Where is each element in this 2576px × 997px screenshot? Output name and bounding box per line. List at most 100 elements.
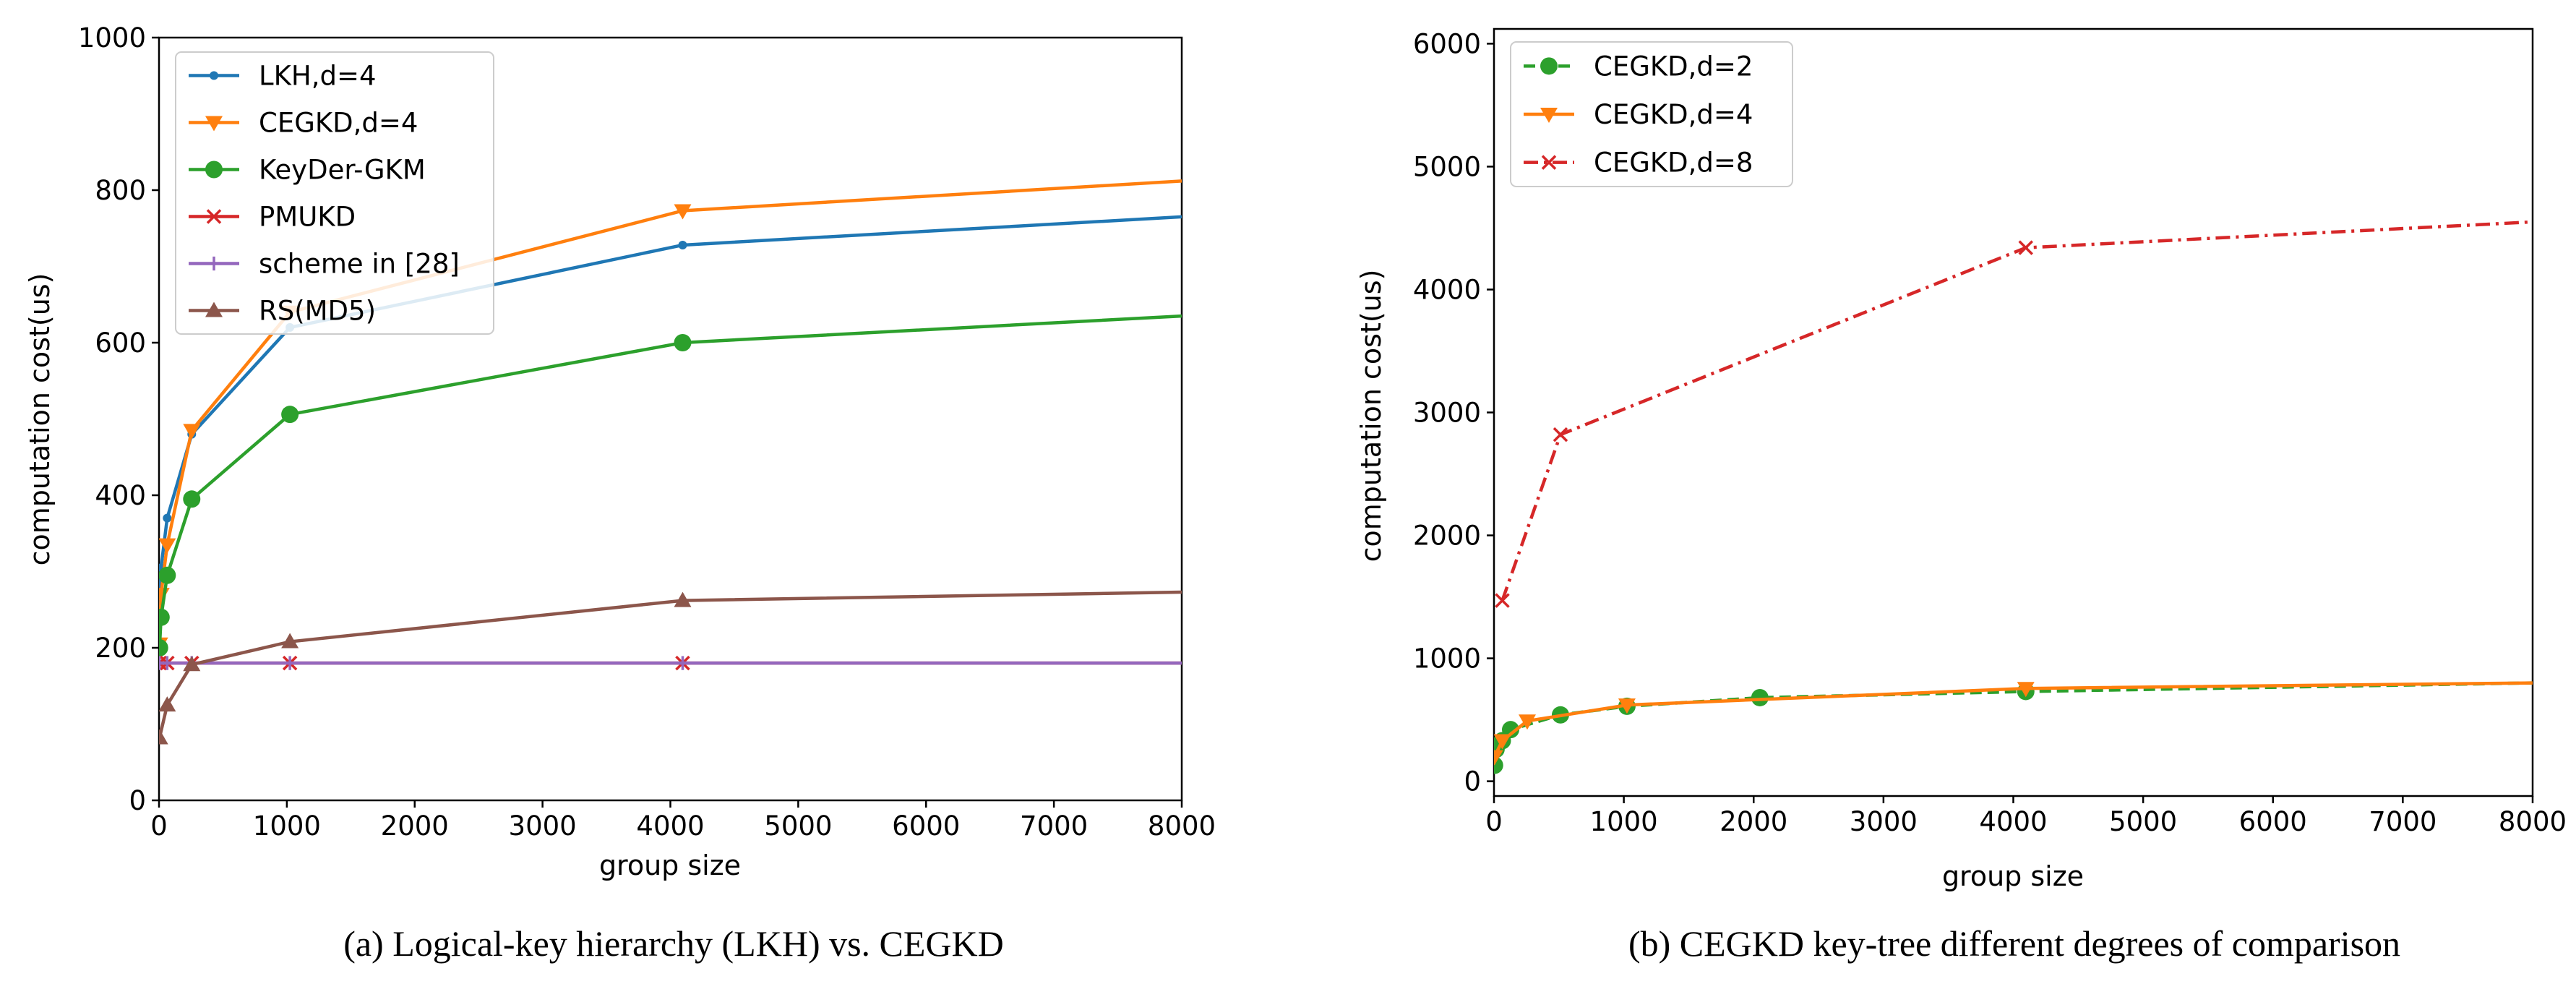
- y-tick-label: 6000: [1413, 28, 1481, 59]
- legend-label-lkh-d-4: LKH,d=4: [259, 61, 377, 92]
- legend-label-pmukd: PMUKD: [259, 202, 356, 233]
- x-tick-label: 0: [1485, 806, 1503, 837]
- data-point-rs-md5: [159, 696, 176, 712]
- chart-b: group size computation cost(us) (b) CEGK…: [1355, 27, 2567, 964]
- data-point-cegkd-d-8: [1495, 593, 1510, 608]
- series-cegkd-d-4: [1494, 681, 2533, 766]
- data-point-rs-md5: [183, 656, 201, 672]
- data-point-rs-md5: [281, 633, 299, 649]
- legend-b: CEGKD,d=2 CEGKD,d=4 CEGKD,d=8: [1510, 41, 1793, 187]
- data-point-rs-md5: [159, 729, 168, 745]
- series-cegkd-d-2: [1494, 681, 2533, 774]
- legend-label-rs-md5: RS(MD5): [259, 296, 376, 327]
- y-axis-label-b: computation cost(us): [1355, 270, 1387, 562]
- y-tick-label: 2000: [1413, 521, 1481, 552]
- y-tick-label: 200: [95, 633, 146, 664]
- series-line-cegkd-d-8: [1500, 220, 2533, 602]
- plot-area-b: [1494, 220, 2533, 774]
- series-line-rs-md5: [159, 590, 1182, 739]
- data-point-cegkd-d-4: [2017, 682, 2035, 698]
- legend-label-cegkd-d-4: CEGKD,d=4: [1594, 99, 1753, 130]
- data-point-scheme-in-28: [283, 656, 297, 670]
- x-tick-label: 3000: [1850, 806, 1918, 837]
- x-tick-label: 5000: [764, 810, 832, 842]
- x-tick-label: 8000: [2499, 806, 2567, 837]
- x-tick-label: 7000: [1020, 810, 1088, 842]
- x-tick-label: 1000: [1590, 806, 1658, 837]
- data-point-cegkd-d-8: [1553, 427, 1568, 442]
- series-rs-md5: [159, 590, 1182, 745]
- legend-marker-lkh-d-4: [210, 71, 218, 80]
- x-axis-label-a: group size: [599, 850, 741, 881]
- x-tick-label: 3000: [509, 810, 577, 842]
- data-point-keyder-gkm: [183, 490, 201, 508]
- series-line-cegkd-d-2: [1494, 681, 2533, 766]
- x-tick-label: 1000: [253, 810, 321, 842]
- y-tick-label: 4000: [1413, 274, 1481, 305]
- series-cegkd-d-8: [1495, 220, 2533, 608]
- data-point-cegkd-d-2: [1501, 721, 1519, 739]
- x-tick-label: 7000: [2369, 806, 2437, 837]
- data-point-cegkd-d-4: [1518, 714, 1536, 730]
- data-point-lkh-d-4: [163, 513, 172, 523]
- data-point-cegkd-d-4: [674, 204, 692, 220]
- legend-marker-keyder-gkm: [205, 161, 223, 179]
- legend-marker-cegkd-d-4: [205, 116, 223, 132]
- legend-a: LKH,d=4 CEGKD,d=4 KeyDer-GKM PMUKD scheme in…: [175, 51, 494, 335]
- y-tick-label: 1000: [1413, 643, 1481, 675]
- legend-marker-cegkd-d-8: [1541, 155, 1557, 170]
- legend-marker-cegkd-d-2: [1540, 57, 1558, 75]
- data-point-keyder-gkm: [159, 608, 170, 626]
- y-tick-label: 800: [95, 175, 146, 206]
- x-tick-label: 4000: [636, 810, 704, 842]
- data-point-rs-md5: [674, 591, 692, 607]
- data-point-keyder-gkm: [159, 639, 168, 656]
- x-tick-label: 8000: [1148, 810, 1216, 842]
- data-point-cegkd-d-8: [2018, 240, 2033, 255]
- x-tick-label: 0: [150, 810, 168, 842]
- legend-marker-cegkd-d-4: [1540, 108, 1558, 123]
- data-point-lkh-d-4: [678, 240, 687, 249]
- y-tick-label: 3000: [1413, 398, 1481, 429]
- caption-b: (b) CEGKD key-tree different degrees of …: [1628, 923, 2400, 964]
- y-tick-label: 0: [1464, 766, 1481, 797]
- x-tick-label: 6000: [892, 810, 960, 842]
- series-scheme-in-28: [159, 656, 1182, 670]
- x-tick-label: 6000: [2239, 806, 2307, 837]
- legend-box: [1510, 41, 1793, 187]
- data-point-cegkd-d-4: [1494, 750, 1503, 766]
- data-point-scheme-in-28: [160, 656, 174, 670]
- legend-label-cegkd-d-8: CEGKD,d=8: [1594, 147, 1753, 179]
- x-axis-label-b: group size: [1942, 860, 2084, 892]
- y-tick-label: 600: [95, 328, 146, 359]
- data-point-keyder-gkm: [674, 334, 692, 351]
- y-tick-label: 400: [95, 480, 146, 511]
- x-tick-label: 2000: [1720, 806, 1787, 837]
- y-axis-label-a: computation cost(us): [24, 273, 56, 566]
- data-point-keyder-gkm: [159, 566, 176, 584]
- chart-a: group size computation cost(us) (a) Logi…: [24, 22, 1216, 964]
- y-tick-label: 5000: [1413, 151, 1481, 182]
- data-point-cegkd-d-4: [183, 424, 201, 440]
- series-line-cegkd-d-4: [1494, 681, 2533, 758]
- series-keyder-gkm: [159, 314, 1182, 656]
- data-point-cegkd-d-2: [1751, 688, 1769, 706]
- legend-marker-pmukd: [206, 209, 222, 224]
- legend-marker-scheme-in-28: [207, 256, 221, 271]
- x-tick-label: 4000: [1979, 806, 2047, 837]
- plot-area-a: [159, 179, 1182, 745]
- data-point-cegkd-d-4: [1494, 734, 1511, 750]
- data-point-keyder-gkm: [281, 406, 299, 424]
- data-point-cegkd-d-4: [1618, 698, 1636, 714]
- legend-box: [175, 51, 494, 335]
- y-tick-label: 0: [129, 785, 146, 816]
- x-tick-label: 2000: [381, 810, 449, 842]
- caption-a: (a) Logical-key hierarchy (LKH) vs. CEGK…: [343, 923, 1004, 964]
- legend-label-cegkd-d-2: CEGKD,d=2: [1594, 51, 1753, 82]
- data-point-cegkd-d-4: [159, 538, 176, 554]
- legend-label-scheme-in-28: scheme in [28]: [259, 249, 460, 280]
- legend-label-cegkd-d-4: CEGKD,d=4: [259, 108, 418, 139]
- y-tick-label: 1000: [78, 22, 146, 54]
- x-tick-label: 5000: [2109, 806, 2177, 837]
